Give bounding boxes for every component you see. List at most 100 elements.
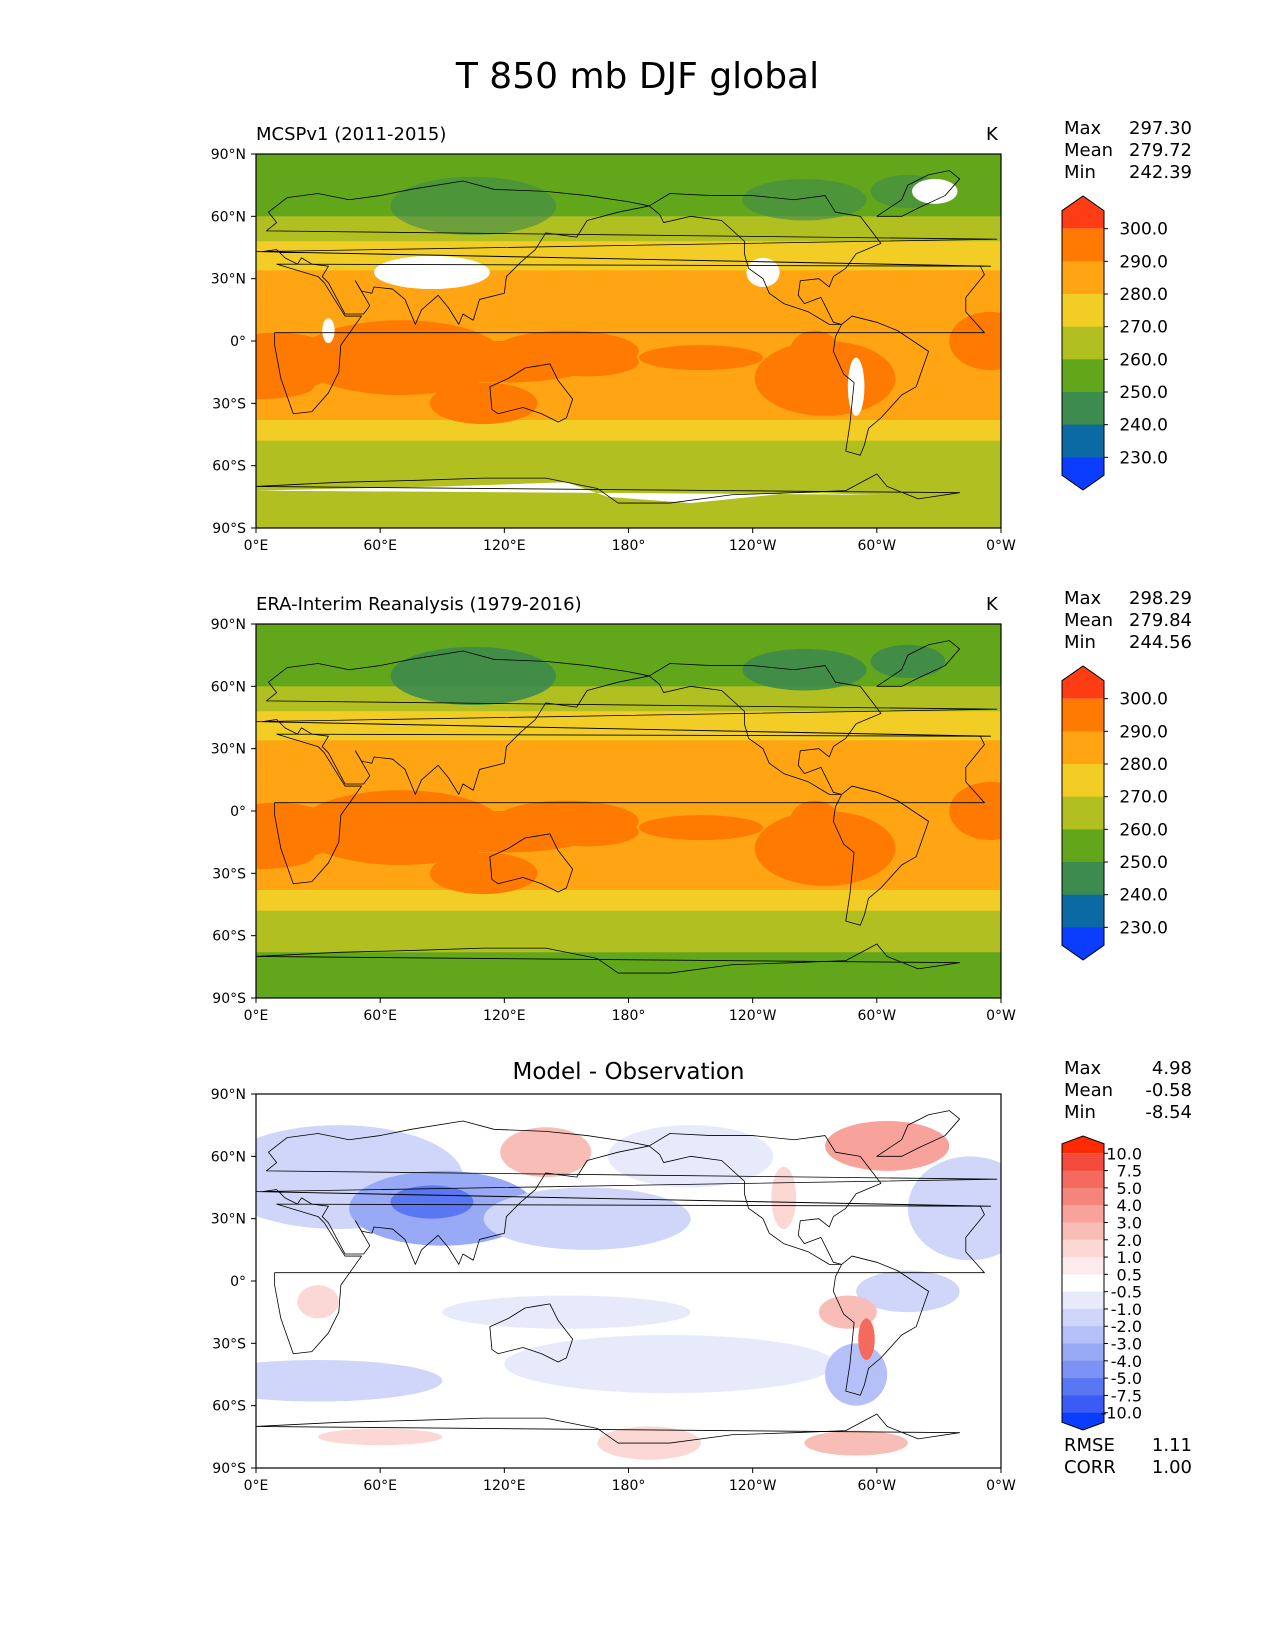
lat-tick-label: 60°N: [211, 1149, 246, 1165]
lat-band: [256, 444, 1001, 450]
coastline-greenland: [876, 1110, 961, 1157]
lat-band: [256, 711, 1001, 717]
metrics-diff: RMSE 1.11 CORR 1.00: [1064, 1435, 1192, 1479]
colorbar-label: 270.0: [1119, 788, 1168, 808]
lat-band: [256, 869, 1001, 874]
difference-region: [504, 1335, 836, 1394]
missing-data-antarctica: [256, 482, 877, 528]
difference-region: [804, 1430, 908, 1456]
stat-mean-label: Mean: [1064, 1080, 1114, 1101]
lat-band: [256, 390, 1001, 396]
lat-tick-label: 30°N: [211, 1212, 246, 1228]
lat-band: [256, 977, 1001, 982]
colorbar-extend-bottom: [1062, 1412, 1104, 1430]
colorbar-label: 10.0: [1106, 1144, 1142, 1163]
lat-band: [256, 802, 1001, 808]
colorbar-label: -2.0: [1111, 1317, 1142, 1336]
panel-obs: 90°N 60°N 30°N 0° 30°S 60°S 90°S 0°E 60°E 120°E 18…: [0, 470, 1275, 1024]
lat-band: [256, 523, 1001, 528]
lat-tick-label: 0°: [230, 804, 246, 820]
colorbar-label: -7.5: [1111, 1386, 1142, 1405]
lat-band: [256, 461, 1001, 467]
colorbar-label: 300.0: [1119, 690, 1168, 710]
lat-band: [256, 386, 1001, 392]
lat-band: [256, 378, 1001, 384]
axis-ticks-obs: 90°N 60°N 30°N 0° 30°S 60°S 90°S0°E 60°E 120°E 18…: [211, 617, 1016, 1024]
lat-tick-label: 90°S: [212, 521, 246, 537]
difference-region: [318, 1428, 443, 1446]
warm-region: [949, 311, 1001, 371]
lat-band: [256, 316, 1001, 321]
figure-title: T 850 mb DJF global: [455, 56, 820, 97]
stat-min-value: 242.39: [1129, 162, 1192, 183]
lat-band: [256, 844, 1001, 849]
coastline-greenland: [876, 170, 961, 217]
panel-model-svg: 90°N 60°N 30°N 0° 30°S 60°S 90°S0°E 60°E 120°E 18…: [211, 147, 1168, 554]
difference-region: [825, 1121, 950, 1171]
stat-min-label: Min: [1064, 1102, 1096, 1123]
lat-band: [256, 183, 1001, 188]
colorbar-segment: [1062, 1343, 1104, 1362]
lat-band: [256, 889, 1001, 895]
lon-tick-label: 0°E: [244, 538, 269, 554]
lat-band: [256, 919, 1001, 924]
lat-tick-label: 90°N: [211, 1087, 246, 1103]
colorbar-label: 250.0: [1119, 383, 1168, 403]
lat-band: [256, 370, 1001, 375]
missing-data-region: [373, 255, 490, 290]
lat-band: [256, 952, 1001, 958]
warm-region: [429, 382, 538, 425]
lat-band: [256, 432, 1001, 438]
colorbar-label: 4.0: [1117, 1196, 1142, 1215]
colorbar-segment: [1062, 1291, 1104, 1310]
coastline-australia: [489, 1303, 574, 1363]
missing-data-region: [847, 357, 865, 416]
lat-tick-label: 90°N: [211, 147, 246, 163]
colorbar-segment: [1062, 1187, 1104, 1206]
lat-band: [256, 224, 1001, 230]
map-diff: [255, 1093, 1002, 1469]
lat-tick-label: 90°S: [212, 1461, 246, 1477]
lat-band: [256, 440, 1001, 446]
panel-diff: 90°N 60°N 30°N 0° 30°S 60°S 90°S 0°E 60°E 120°E 18…: [0, 940, 1275, 1494]
lat-band: [256, 382, 1001, 388]
lat-band: [256, 636, 1001, 642]
cold-region: [390, 176, 557, 236]
lat-band: [256, 765, 1001, 771]
stat-min-label: Min: [1064, 162, 1096, 183]
lat-band: [256, 428, 1001, 434]
lat-band: [256, 694, 1001, 700]
lat-band: [256, 403, 1001, 409]
lat-band: [256, 282, 1001, 288]
stat-mean-value: 279.72: [1129, 140, 1192, 161]
difference-region: [825, 1343, 888, 1406]
lat-band: [256, 756, 1001, 762]
lat-band: [256, 927, 1001, 933]
lat-band: [256, 661, 1001, 667]
lat-tick-label: 30°N: [211, 272, 246, 288]
lat-band: [256, 898, 1001, 904]
coastline-africa: [274, 1203, 985, 1355]
lat-band: [256, 449, 1001, 454]
lat-band: [256, 286, 1001, 292]
colorbar-segment: [1062, 1239, 1104, 1258]
lat-band: [256, 719, 1001, 725]
difference-region: [500, 1127, 592, 1178]
difference-region: [442, 1295, 691, 1329]
lat-band: [256, 237, 1001, 242]
lat-band: [256, 482, 1001, 488]
colorbar-segment: [1062, 326, 1104, 360]
lat-band: [256, 968, 1001, 974]
coastline-namerica: [648, 1133, 882, 1265]
lat-band: [256, 931, 1001, 937]
lon-tick-label: 0°W: [986, 1008, 1016, 1024]
lat-band: [256, 732, 1001, 737]
lat-band: [256, 154, 1001, 159]
coastline-namerica: [648, 193, 882, 325]
coastline-australia: [489, 833, 574, 893]
colorbar-segment: [1062, 1360, 1104, 1379]
lat-band: [256, 964, 1001, 970]
panel-title-model: MCSPv1 (2011-2015): [256, 124, 447, 145]
warm-region: [638, 345, 764, 371]
coastline-antarctic: [256, 943, 961, 974]
